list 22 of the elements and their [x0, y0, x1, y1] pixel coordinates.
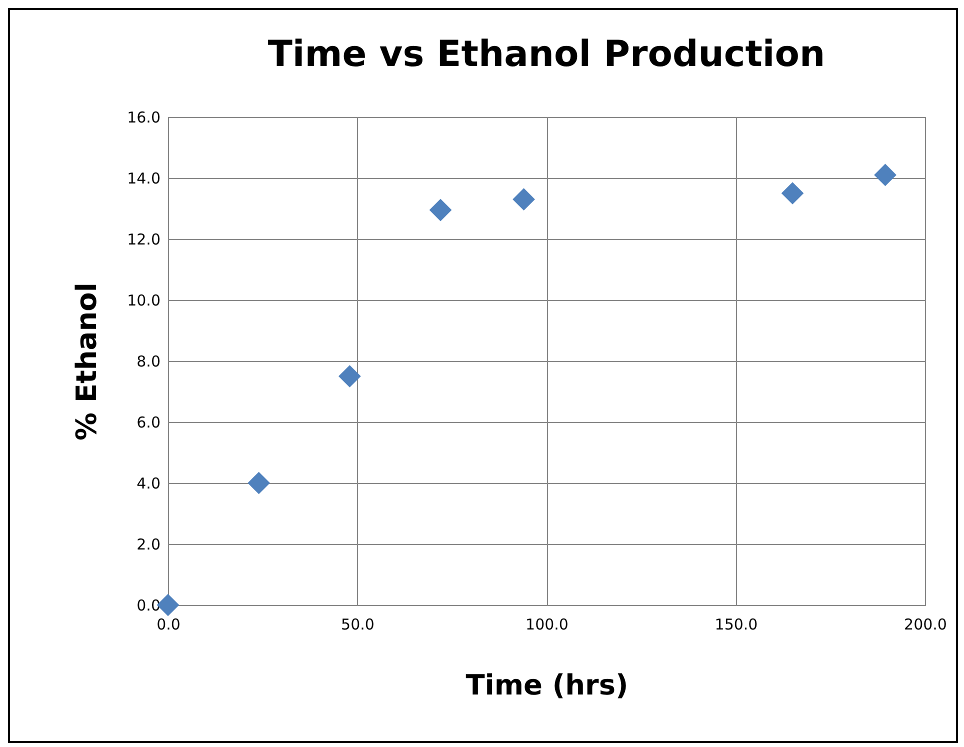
x-tick-label: 150.0	[714, 616, 758, 634]
y-axis-title: % Ethanol	[70, 282, 104, 440]
y-tick-label: 10.0	[127, 292, 160, 310]
y-tick-label: 14.0	[127, 170, 160, 188]
point	[874, 164, 896, 186]
x-tick-label: 200.0	[904, 616, 947, 634]
y-tick-label: 6.0	[136, 414, 160, 432]
x-axis-title: Time (hrs)	[466, 668, 628, 702]
chart-title: Time vs Ethanol Production	[268, 34, 826, 75]
y-tick-label: 8.0	[136, 352, 160, 370]
point	[248, 472, 270, 494]
y-tick-label: 16.0	[127, 108, 160, 126]
point	[781, 182, 804, 204]
y-tick-label: 2.0	[136, 536, 160, 554]
x-tick-label: 0.0	[156, 616, 180, 634]
point	[429, 198, 452, 222]
y-tick-label: 4.0	[136, 474, 160, 492]
x-tick-label: 50.0	[341, 616, 374, 634]
point	[338, 365, 361, 388]
point	[512, 188, 535, 211]
y-tick-label: 12.0	[127, 230, 160, 248]
x-tick-label: 100.0	[526, 616, 568, 634]
